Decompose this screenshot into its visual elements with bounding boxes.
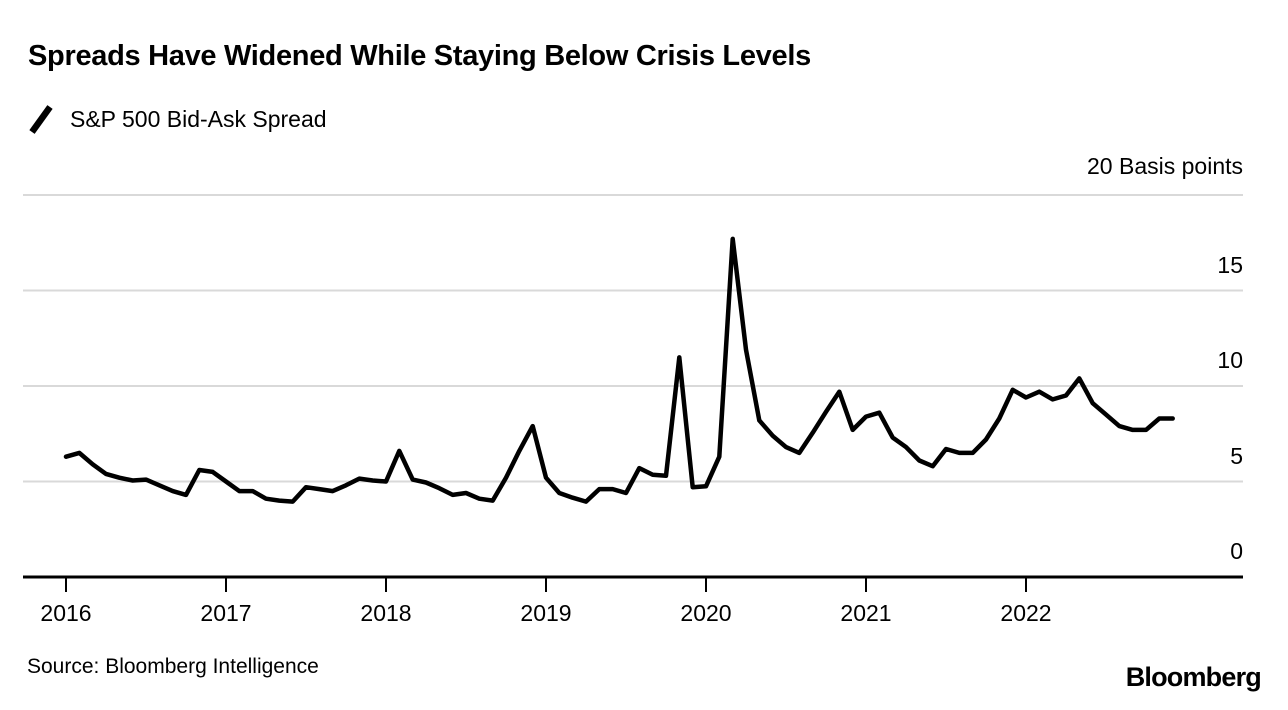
line-series-marker-icon — [29, 105, 53, 134]
x-tick-label-2016: 2016 — [40, 600, 92, 626]
legend: S&P 500 Bid-Ask Spread — [27, 101, 327, 137]
y-tick-label-5: 5 — [1230, 442, 1243, 469]
source-note: Source: Bloomberg Intelligence — [27, 655, 319, 678]
x-tick-label-2020: 2020 — [680, 600, 732, 626]
y-tick-label-15: 15 — [1217, 251, 1243, 278]
x-tick-label-2019: 2019 — [520, 600, 572, 626]
y-axis-unit-label: 20 Basis points — [1087, 153, 1243, 179]
legend-label: S&P 500 Bid-Ask Spread — [70, 105, 327, 132]
bloomberg-logo: Bloomberg — [1125, 662, 1262, 692]
x-tick-label-2022: 2022 — [1000, 600, 1052, 626]
x-tick-label-2017: 2017 — [200, 600, 252, 626]
x-tick-label-2018: 2018 — [360, 600, 412, 626]
spread-line-series — [63, 236, 1175, 504]
x-tick-label-2021: 2021 — [840, 600, 892, 626]
y-tick-label-10: 10 — [1217, 347, 1243, 373]
chart-title: Spreads Have Widened While Staying Below… — [28, 40, 811, 72]
y-tick-label-0: 0 — [1230, 538, 1243, 564]
